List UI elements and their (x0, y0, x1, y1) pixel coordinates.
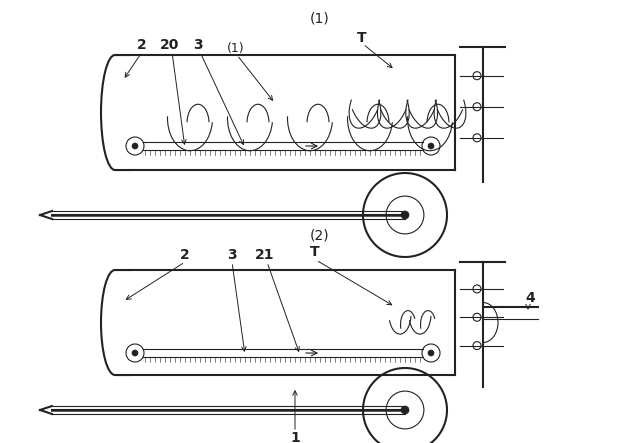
Text: 2: 2 (180, 248, 190, 262)
Circle shape (132, 143, 138, 149)
Circle shape (132, 350, 138, 356)
Text: T: T (310, 245, 320, 259)
Text: (1): (1) (227, 42, 245, 54)
Text: 3: 3 (227, 248, 237, 262)
Circle shape (401, 211, 409, 219)
Circle shape (401, 406, 409, 414)
Text: 4: 4 (525, 291, 535, 305)
Text: (2): (2) (310, 228, 330, 242)
Circle shape (428, 350, 434, 356)
Text: (1): (1) (310, 11, 330, 25)
Text: 1: 1 (290, 431, 300, 443)
Circle shape (428, 143, 434, 149)
Text: 20: 20 (160, 38, 180, 52)
Text: T: T (357, 31, 367, 45)
Text: 3: 3 (193, 38, 203, 52)
Text: 2: 2 (137, 38, 147, 52)
Text: 21: 21 (255, 248, 275, 262)
